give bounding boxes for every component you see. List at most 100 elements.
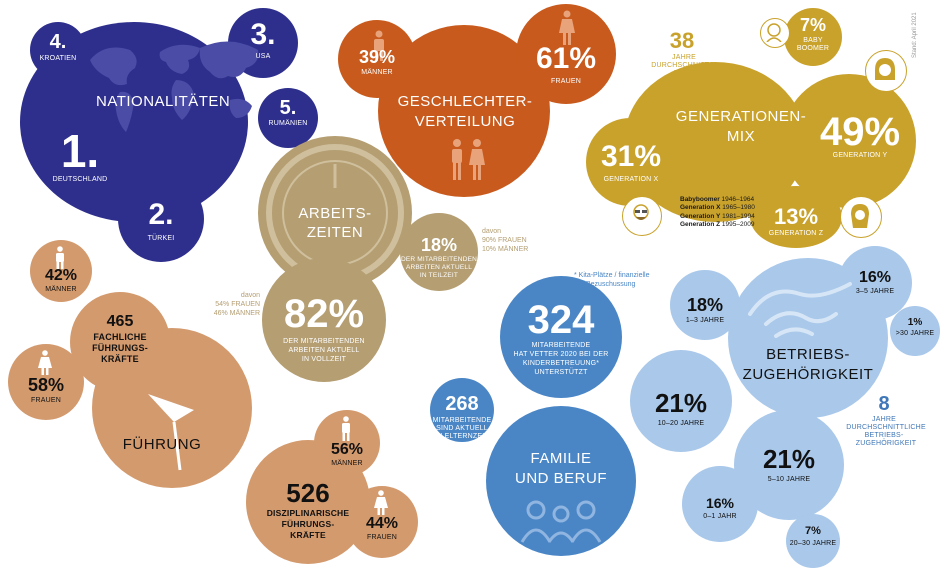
generation-z-avatar <box>840 196 882 238</box>
family-icon <box>520 500 602 543</box>
note-line: 54% FRAUEN <box>215 300 260 308</box>
nationalitaeten-title: NATIONALITÄTEN <box>96 93 231 110</box>
generationen-legend: Babyboomer 1946–1964 Generation X 1965–1… <box>680 196 760 230</box>
arbeitszeiten-vollzeit-label-line2: ARBEITEN AKTUELL <box>288 347 360 354</box>
geschlecht-title-line1: GESCHLECHTER- <box>397 93 533 110</box>
arbeitszeiten-vollzeit-circle <box>262 258 386 382</box>
note-line: davon <box>482 228 502 235</box>
fuehrung-fach-value: 465 <box>106 313 134 330</box>
zugehoerigkeit-avg-label-line3: BETRIEBS- <box>864 432 904 439</box>
arbeitszeiten-teilzeit-label-line1: DER MITARBEITENDEN <box>400 256 478 263</box>
fuehrung-diszi-label-line1: DISZIPLINARISCHE <box>266 508 350 518</box>
nationalitaet-label-5: RUMÄNIEN <box>268 120 308 127</box>
handshake-icon <box>748 282 852 338</box>
generationen-avg-value: 38 <box>669 28 695 53</box>
zugehoerigkeit-0-1-value: 16% <box>705 495 735 511</box>
generationen-x-value: 31% <box>600 140 662 173</box>
familie-kita-circle <box>500 276 622 398</box>
zugehoerigkeit-avg-label-line2: DURCHSCHNITTLICHE <box>846 424 926 431</box>
familie-title-line2: UND BERUF <box>514 470 607 487</box>
zugehoerigkeit-avg-label-line4: ZUGEHÖRIGKEIT <box>855 440 917 447</box>
fuehrung-women-value: 58% <box>27 375 65 395</box>
familie-kita-value: 324 <box>527 298 595 342</box>
zugehoerigkeit-title-line2: ZUGEHÖRIGKEIT <box>742 366 874 383</box>
male-person-icon <box>56 246 64 269</box>
nationalitaet-rank-4: 4. <box>49 31 67 53</box>
geschlecht-men-value: 39% <box>358 47 396 67</box>
generationen-x-circle <box>586 118 674 206</box>
legend-row: Babyboomer 1946–1964 <box>680 196 755 203</box>
generationen-title-line1: GENERATIONEN- <box>675 108 807 125</box>
world-map-icon <box>90 41 259 132</box>
nationalitaeten-rumaenien-circle <box>258 88 318 148</box>
note-line: Bezuschussung <box>586 280 636 288</box>
boomer-face-icon <box>766 23 782 42</box>
generationen-boomer-label-line1: BABY <box>803 37 823 44</box>
zugehoerigkeit-1-3-label: 1–3 JAHRE <box>685 317 725 324</box>
note-line: 46% MÄNNER <box>213 309 260 317</box>
flag-icon <box>148 394 194 471</box>
nationalitaet-rank-1: 1. <box>60 125 100 177</box>
nationalitaet-label-3: USA <box>255 53 271 60</box>
arbeitszeiten-teilzeit-label-line2: ARBEITEN AKTUELL <box>405 264 473 271</box>
zugehoerigkeit-3-5-label: 3–5 JAHRE <box>855 288 895 295</box>
arbeitszeiten-vollzeit-value: 82% <box>283 292 365 336</box>
stand-date: Stand: April 2021 <box>912 12 918 58</box>
arbeitszeiten-title-line2: ZEITEN <box>306 224 364 241</box>
generationen-z-label: GENERATION Z <box>768 230 824 237</box>
fuehrung-title: FÜHRUNG <box>122 436 202 453</box>
familie-eltern-label-line2: SIND AKTUELL <box>436 425 488 432</box>
nationalitaet-rank-3: 3. <box>250 18 276 51</box>
legend-row: Generation X 1965–1980 <box>680 204 755 212</box>
generationen-avg-label-line2: DURCHSCHNITTS- <box>651 62 717 69</box>
zugehoerigkeit-avg-value: 8 <box>878 393 890 415</box>
familie-main-circle <box>486 406 636 556</box>
zugehoerigkeit-20-30-circle <box>786 514 840 568</box>
arbeitszeiten-vollzeit-label-line1: DER MITARBEITENDEN <box>283 338 365 345</box>
fuehrung-diszi-value: 526 <box>286 478 330 508</box>
generationen-z-value: 13% <box>773 204 819 229</box>
fuehrung-men-label: MÄNNER <box>45 286 77 293</box>
nationalitaet-label-1: DEUTSCHLAND <box>52 176 108 183</box>
generationen-y-value: 49% <box>819 110 901 154</box>
note-line: 90% FRAUEN <box>482 236 527 244</box>
female-person-icon <box>374 490 388 515</box>
generation-y-face-icon <box>875 58 895 80</box>
arbeitszeiten-title-line1: ARBEITS- <box>298 205 372 222</box>
generationen-avg-label-line1: JAHRE <box>672 54 696 61</box>
zugehoerigkeit-10-20-value: 21% <box>654 388 708 418</box>
fuehrung-diszi-label-line3: KRÄFTE <box>290 530 326 540</box>
familie-kita-label-line4: UNTERSTÜTZT <box>534 369 588 376</box>
familie-eltern-label-line1: MITARBEITENDE <box>432 417 492 424</box>
zugehoerigkeit-0-1-circle <box>682 466 758 542</box>
zugehoerigkeit-avg-label-line1: JAHRE <box>872 416 896 423</box>
zugehoerigkeit-30-label: >30 JAHRE <box>895 330 935 337</box>
zugehoerigkeit-30-circle <box>890 306 940 356</box>
nationalitaet-rank-2: 2. <box>148 198 174 231</box>
fuehrung-men-value: 42% <box>44 267 78 284</box>
fuehrung-fach-label-line2: FÜHRUNGS- <box>92 343 148 353</box>
zugehoerigkeit-0-1-label: 0–1 JAHR <box>703 513 737 520</box>
generationen-avg-label-line3: ALTER <box>672 70 696 77</box>
zugehoerigkeit-3-5-value: 16% <box>858 269 892 286</box>
familie-kita-label-line3: KINDERBETREUUNG* <box>522 360 600 367</box>
geschlecht-title-line2: VERTEILUNG <box>414 113 516 130</box>
arbeitszeiten-teilzeit-value: 18% <box>420 235 458 255</box>
male-person-icon <box>374 30 384 61</box>
arbeitszeiten-vollzeit-label-line3: IN VOLLZEIT <box>301 356 347 363</box>
couple-icon <box>452 139 485 180</box>
generationen-boomer-label-line2: BOOMER <box>796 45 830 52</box>
fuehrung-diszi-men-value: 56% <box>330 441 364 458</box>
generationen-x-label: GENERATION X <box>603 176 659 183</box>
geschlecht-women-value: 61% <box>535 42 597 75</box>
familie-eltern-label-line3: IN ELTERNZEIT <box>435 433 489 440</box>
fuehrung-diszi-women-value: 44% <box>365 515 399 532</box>
zugehoerigkeit-30-value: 1% <box>907 317 923 328</box>
arbeitszeiten-teilzeit-circle <box>400 213 478 291</box>
generationen-y-label: GENERATION Y <box>832 152 888 159</box>
zugehoerigkeit-10-20-circle <box>630 350 732 452</box>
zugehoerigkeit-5-10-value: 21% <box>762 444 816 474</box>
fuehrung-diszi-women-label: FRAUEN <box>367 534 397 541</box>
female-person-icon <box>559 10 575 45</box>
nationalitaet-label-2: TÜRKEI <box>147 235 175 242</box>
